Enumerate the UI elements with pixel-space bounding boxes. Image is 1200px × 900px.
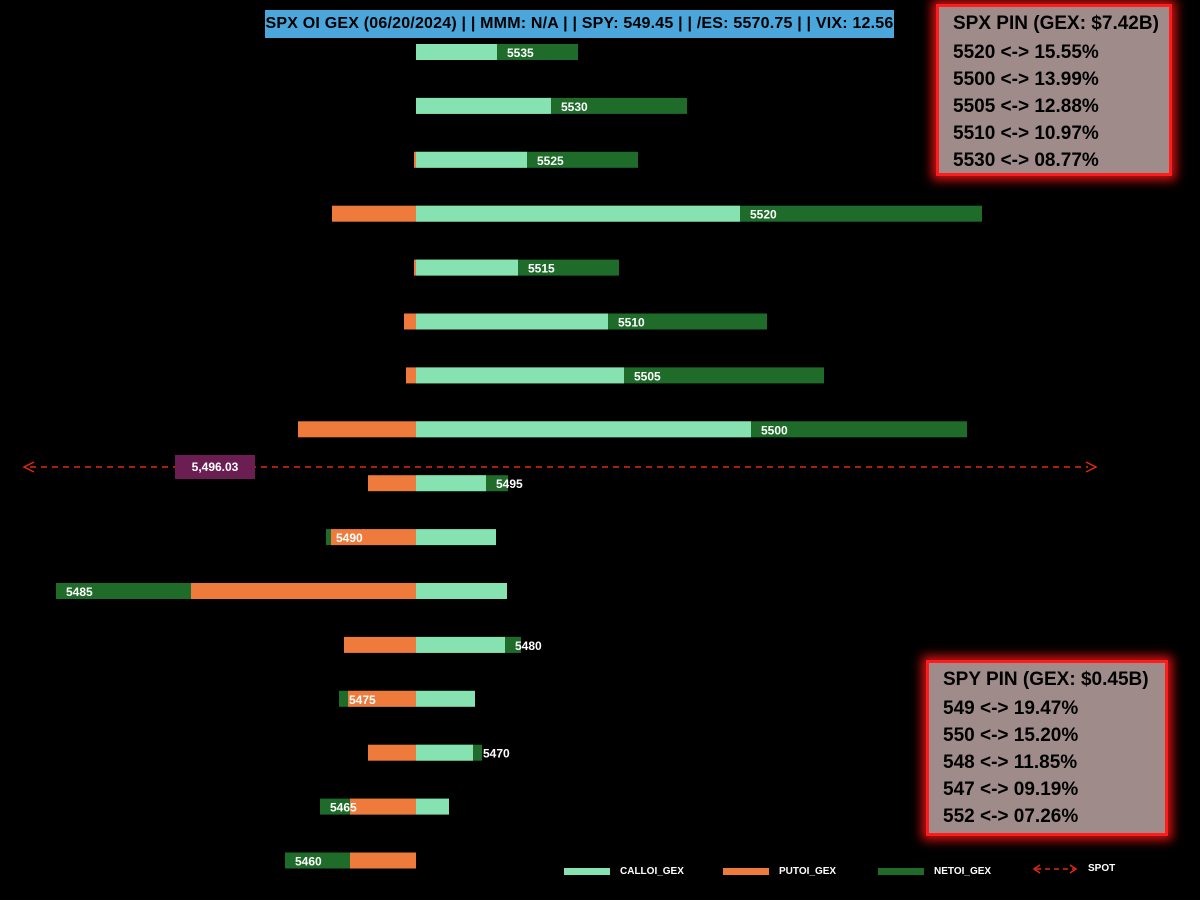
strike-label-5515: 5515 xyxy=(528,262,555,276)
bar-call-5485 xyxy=(416,583,507,599)
bar-put-5510 xyxy=(404,313,416,330)
bar-put-5525 xyxy=(414,151,416,168)
legend-spot-arrow-left-icon xyxy=(1032,863,1041,874)
legend-swatch-call xyxy=(564,868,610,875)
bar-call-5510 xyxy=(416,313,608,330)
bar-put-5500 xyxy=(298,421,416,438)
spy-pin-row: 549 <-> 19.47% xyxy=(943,698,1079,719)
bar-put-5460 xyxy=(350,852,416,869)
strike-label-5465: 5465 xyxy=(330,801,357,815)
spot-value-label: 5,496.03 xyxy=(192,460,239,474)
strike-label-5520: 5520 xyxy=(750,208,777,222)
strike-label-5475: 5475 xyxy=(349,693,376,707)
legend-label-put: PUTOI_GEX xyxy=(779,866,837,877)
spot-value-box xyxy=(175,455,255,479)
legend-spot-arrow-right-icon xyxy=(1069,863,1078,874)
spx-pin-box: SPX PIN (GEX: $7.42B) 5520 <-> 15.55% 55… xyxy=(936,4,1172,176)
spx-pin-row: 5520 <-> 15.55% xyxy=(953,42,1099,63)
spx-pin-row: 5505 <-> 12.88% xyxy=(953,96,1099,117)
legend-swatch-net xyxy=(878,868,924,875)
bar-put-5465 xyxy=(350,798,416,815)
bar-put-5480 xyxy=(344,636,416,653)
strike-label-5505: 5505 xyxy=(634,369,661,383)
legend-swatch-put xyxy=(723,868,769,875)
bar-call-5480 xyxy=(416,636,505,653)
strike-label-5535: 5535 xyxy=(507,46,534,60)
spx-pin-title: SPX PIN (GEX: $7.42B) xyxy=(953,13,1159,34)
strike-label-5490: 5490 xyxy=(336,531,363,545)
legend-label-call: CALLOI_GEX xyxy=(620,866,684,877)
spot-arrow-right-icon xyxy=(1085,461,1098,473)
bar-call-5530 xyxy=(416,97,551,114)
spy-pin-title: SPY PIN (GEX: $0.45B) xyxy=(943,669,1149,690)
legend-label-spot: SPOT xyxy=(1088,863,1116,874)
legend-item-call: CALLOI_GEX xyxy=(564,866,684,877)
bar-call-5535 xyxy=(416,44,497,60)
spx-pin-row: 5500 <-> 13.99% xyxy=(953,69,1099,90)
bar-put-5490 xyxy=(331,529,416,546)
bar-put-5475 xyxy=(348,690,416,707)
bar-put-5520 xyxy=(332,205,416,222)
bar-call-5470 xyxy=(416,744,473,761)
bar-call-5495 xyxy=(416,475,486,492)
strike-label-5470: 5470 xyxy=(483,747,510,761)
chart-legend: CALLOI_GEX PUTOI_GEX NETOI_GEX SPOT xyxy=(0,862,1200,884)
strike-label-5530: 5530 xyxy=(561,100,588,114)
bar-call-5490 xyxy=(416,529,496,546)
bar-put-5495 xyxy=(368,475,416,492)
bar-call-5520 xyxy=(416,205,740,222)
bar-call-5525 xyxy=(416,151,527,168)
legend-item-net: NETOI_GEX xyxy=(878,866,991,877)
strike-label-5460: 5460 xyxy=(295,855,322,869)
bar-put-5515 xyxy=(414,259,416,276)
bar-put-5505 xyxy=(406,367,416,384)
spy-pin-row: 550 <-> 15.20% xyxy=(943,725,1079,746)
strike-label-5500: 5500 xyxy=(761,423,788,437)
legend-item-spot: SPOT xyxy=(1032,863,1115,874)
spot-arrow-left-icon xyxy=(22,461,35,473)
legend-label-net: NETOI_GEX xyxy=(934,866,992,877)
bar-call-5465 xyxy=(416,798,449,815)
bar-call-5505 xyxy=(416,367,624,384)
legend-item-put: PUTOI_GEX xyxy=(723,866,836,877)
bar-call-5515 xyxy=(416,259,518,276)
spy-pin-box: SPY PIN (GEX: $0.45B) 549 <-> 19.47% 550… xyxy=(926,660,1168,836)
strike-label-5480: 5480 xyxy=(515,639,542,653)
legend-swatch-spot xyxy=(1032,863,1078,874)
bar-call-5475 xyxy=(416,690,475,707)
spy-pin-row: 548 <-> 11.85% xyxy=(943,752,1078,773)
bar-call-5500 xyxy=(416,421,751,438)
bar-put-5470 xyxy=(368,744,416,761)
strike-label-5485: 5485 xyxy=(66,585,93,599)
spy-pin-row: 552 <-> 07.26% xyxy=(943,806,1079,827)
bar-put-5485 xyxy=(191,583,416,599)
strike-label-5525: 5525 xyxy=(537,154,564,168)
spy-pin-row: 547 <-> 09.19% xyxy=(943,779,1079,800)
spx-pin-row: 5530 <-> 08.77% xyxy=(953,150,1099,171)
strike-label-5495: 5495 xyxy=(496,477,523,491)
spx-pin-row: 5510 <-> 10.97% xyxy=(953,123,1099,144)
chart-title: SPX OI GEX (06/20/2024) | | MMM: N/A | |… xyxy=(265,10,894,38)
strike-label-5510: 5510 xyxy=(618,316,645,330)
